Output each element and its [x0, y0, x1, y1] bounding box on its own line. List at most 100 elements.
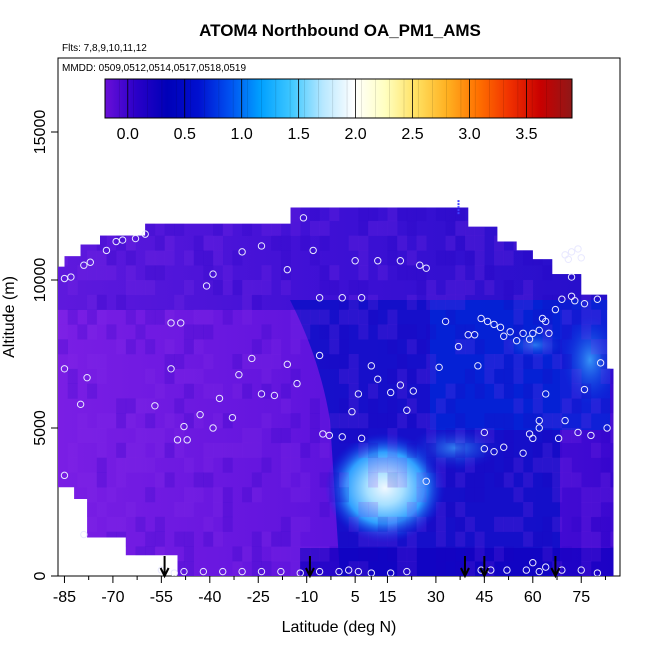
heat-cell	[251, 561, 262, 576]
heat-cell	[426, 457, 437, 473]
heat-cell	[387, 413, 398, 429]
heat-cell	[590, 487, 601, 503]
heat-cell	[164, 368, 175, 384]
heat-cell	[290, 309, 301, 325]
heat-cell	[125, 442, 136, 458]
heat-cell	[610, 413, 614, 429]
heat-cell	[435, 398, 446, 414]
heat-cell	[271, 235, 282, 251]
heat-cell	[542, 472, 553, 488]
heat-cell	[87, 487, 98, 503]
heat-cell	[610, 324, 614, 340]
heat-cell	[96, 207, 107, 222]
heat-cell	[106, 516, 117, 532]
sample-point	[542, 390, 550, 398]
flight-arrow	[479, 556, 490, 579]
y-tick-label: 10000	[32, 258, 49, 303]
heat-cell	[67, 280, 78, 296]
sample-point	[519, 449, 527, 457]
sample-point	[477, 314, 485, 323]
heat-cell	[590, 339, 601, 355]
heat-cell	[377, 265, 388, 281]
heat-cell	[464, 457, 475, 473]
heat-cell	[484, 561, 495, 576]
heat-cell	[290, 546, 301, 562]
y-axis-label: Altitude (m)	[1, 276, 18, 358]
sample-point	[348, 408, 356, 416]
x-tick-label: -25	[247, 589, 270, 606]
heat-cell	[116, 472, 127, 488]
heat-cell	[116, 457, 127, 473]
heat-cell	[435, 472, 446, 488]
sample-point	[299, 214, 308, 222]
heat-cell	[426, 516, 437, 532]
heat-cell	[87, 516, 98, 532]
heat-cell	[581, 235, 592, 251]
sample-point	[500, 332, 508, 340]
heat-cell	[542, 324, 553, 340]
heat-cell	[455, 294, 466, 310]
heat-cell	[232, 354, 243, 370]
heat-cell	[242, 280, 253, 296]
heat-cell	[300, 235, 311, 251]
heat-cell	[348, 531, 359, 547]
heat-cell	[523, 294, 534, 310]
heat-cell	[213, 531, 224, 547]
sample-point	[567, 273, 576, 281]
heat-cell	[290, 516, 301, 532]
heat-cell	[251, 354, 262, 370]
heat-cell	[503, 442, 514, 458]
heat-cell	[610, 546, 614, 562]
x-tick-label: 5	[351, 589, 360, 606]
sample-point	[131, 234, 140, 243]
heat-cell	[125, 413, 136, 429]
heat-cell	[154, 383, 165, 399]
heat-cell	[280, 280, 291, 296]
heat-cell	[387, 207, 398, 222]
sample-point	[480, 428, 489, 437]
heat-cell	[319, 265, 330, 281]
heat-cell	[96, 472, 107, 488]
heat-cell	[280, 398, 291, 414]
sample-point	[580, 299, 589, 308]
heat-cell	[309, 250, 320, 266]
heat-cell	[339, 428, 349, 444]
colorbar-tick-label: 0.5	[174, 126, 196, 143]
colorbar-tick-label: 0.0	[117, 126, 139, 143]
sample-point	[367, 362, 375, 370]
heat-cell	[339, 413, 349, 429]
heat-cell	[552, 250, 563, 266]
heat-cell	[116, 413, 127, 429]
heat-cell	[494, 546, 505, 562]
heat-cell	[300, 472, 311, 488]
heat-cell	[183, 324, 194, 340]
heat-cell	[387, 398, 398, 414]
sample-point	[354, 567, 363, 576]
heat-cell	[581, 516, 592, 532]
heat-cell	[67, 502, 78, 518]
heat-cell	[387, 531, 398, 547]
heat-cell	[610, 235, 614, 251]
heat-cell	[174, 531, 185, 547]
heat-cell	[242, 442, 253, 458]
heat-cell	[319, 235, 330, 251]
heat-cell	[445, 546, 456, 562]
sample-point	[315, 351, 324, 360]
heat-hotspot	[325, 433, 445, 543]
flight-arrow	[305, 556, 315, 579]
heat-cell	[426, 442, 437, 458]
sample-point	[577, 566, 585, 574]
heat-cell	[135, 324, 146, 340]
heat-cell	[474, 235, 485, 251]
heat-cell	[232, 280, 243, 296]
heat-cell	[552, 354, 563, 370]
heat-cell	[261, 383, 272, 399]
sample-point	[335, 567, 343, 576]
heat-cell	[464, 339, 475, 355]
heat-cell	[610, 265, 614, 281]
heat-cell	[368, 413, 379, 429]
heat-cell	[329, 472, 340, 488]
heat-cell	[174, 294, 185, 310]
heat-cell	[145, 561, 156, 576]
